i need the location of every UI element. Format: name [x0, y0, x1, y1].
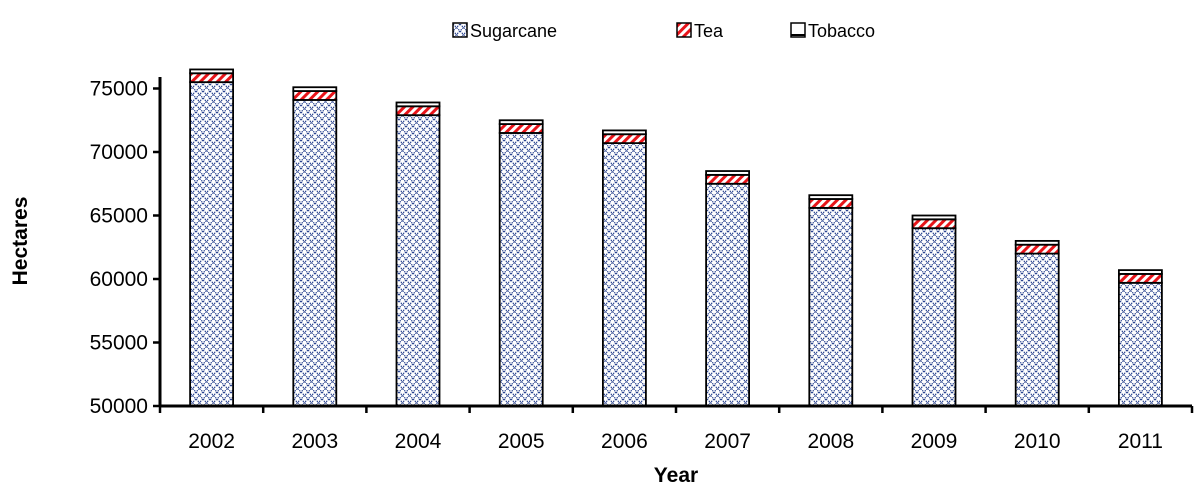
x-tick-label: 2002	[188, 430, 235, 453]
bar-segment-tobacco[interactable]	[292, 86, 338, 92]
bar-segment-tea[interactable]	[292, 90, 338, 101]
x-tick-label: 2004	[395, 430, 442, 453]
y-axis-title: Hectares	[9, 197, 32, 286]
legend-item-tobacco[interactable]: Tobacco	[790, 21, 875, 41]
x-tick-label: 2003	[291, 430, 338, 453]
legend-swatch-tobacco	[790, 22, 806, 38]
legend-label-tea: Tea	[694, 21, 724, 41]
y-tick-label: 70000	[90, 141, 148, 164]
legend: Sugarcane Tea Tobacco	[452, 21, 875, 41]
bar-segment-tobacco[interactable]	[498, 119, 544, 125]
y-tick-label: 55000	[90, 332, 148, 355]
y-tick-label: 60000	[90, 268, 148, 291]
bar-segment-tea[interactable]	[705, 173, 750, 185]
bar-segment-sugarcane[interactable]	[292, 99, 338, 407]
bar-segment-tea[interactable]	[1014, 243, 1060, 255]
bar-segment-tobacco[interactable]	[395, 101, 441, 108]
y-tick-label: 75000	[90, 78, 148, 101]
bar-segment-tea[interactable]	[1118, 273, 1163, 284]
bar-segment-tobacco[interactable]	[911, 214, 957, 221]
x-tick-label: 2011	[1118, 430, 1163, 453]
bar-segment-sugarcane[interactable]	[705, 182, 750, 407]
y-tick-label: 65000	[90, 205, 148, 228]
legend-swatch-tea	[676, 22, 692, 38]
x-tick-label: 2006	[601, 430, 648, 453]
x-tick-label: 2009	[911, 430, 958, 453]
legend-item-tea[interactable]: Tea	[676, 21, 724, 41]
bar-segment-tobacco[interactable]	[189, 68, 235, 75]
bars-layer	[189, 68, 1163, 407]
bar-segment-sugarcane[interactable]	[602, 142, 647, 407]
bar-segment-sugarcane[interactable]	[498, 132, 544, 407]
bar-segment-tea[interactable]	[911, 218, 957, 230]
y-axis-ticks: 50000 55000 60000 65000 70000 75000	[90, 78, 160, 418]
bar-segment-tea[interactable]	[189, 72, 235, 84]
x-axis-ticks: 2002 2003 2004 2005 2006 2007 2008 2009 2010 2011	[158, 406, 1194, 453]
bar-segment-sugarcane[interactable]	[1118, 281, 1163, 407]
y-tick-label: 50000	[90, 395, 148, 418]
bar-segment-tobacco[interactable]	[1118, 269, 1163, 275]
legend-swatch-sugarcane	[452, 22, 468, 38]
bar-segment-tea[interactable]	[395, 105, 441, 117]
bar-segment-sugarcane[interactable]	[189, 81, 235, 407]
bar-segment-tea[interactable]	[602, 133, 647, 145]
bar-segment-sugarcane[interactable]	[808, 206, 854, 407]
bar-segment-sugarcane[interactable]	[911, 227, 957, 407]
x-tick-label: 2010	[1014, 430, 1061, 453]
bar-segment-tea[interactable]	[498, 123, 544, 134]
legend-item-sugarcane[interactable]: Sugarcane	[452, 21, 557, 41]
bar-segment-sugarcane[interactable]	[1014, 252, 1060, 407]
x-tick-label: 2007	[704, 430, 751, 453]
legend-label-sugarcane: Sugarcane	[470, 21, 557, 41]
x-tick-label: 2008	[807, 430, 854, 453]
bar-segment-tobacco[interactable]	[808, 194, 854, 200]
x-tick-label: 2005	[498, 430, 545, 453]
bar-segment-tobacco[interactable]	[1014, 239, 1060, 246]
x-axis-title: Year	[654, 464, 698, 487]
bar-segment-tobacco[interactable]	[705, 170, 750, 176]
legend-label-tobacco: Tobacco	[808, 21, 875, 41]
bar-segment-tobacco[interactable]	[602, 129, 647, 136]
bar-segment-sugarcane[interactable]	[395, 114, 441, 407]
bar-segment-tea[interactable]	[808, 198, 854, 209]
